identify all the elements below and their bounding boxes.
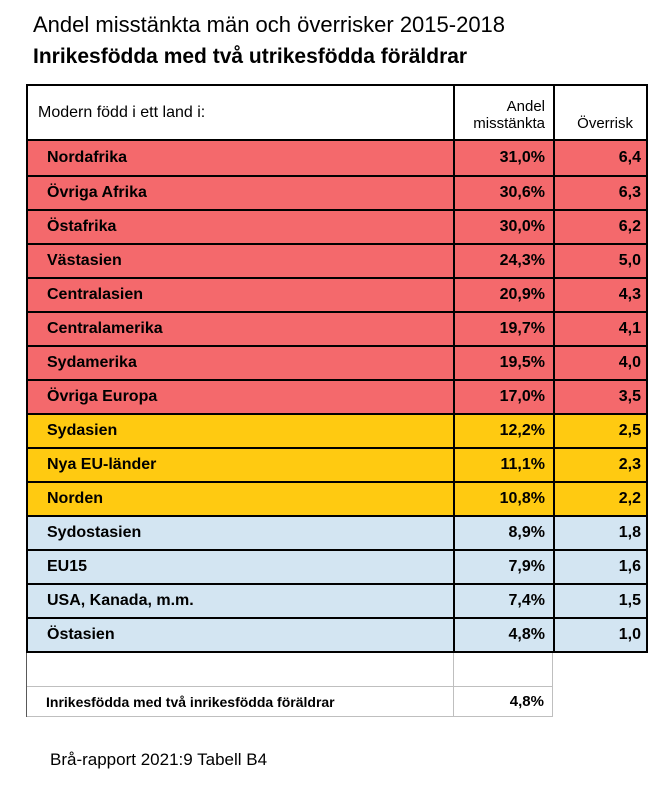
column-header-overrisk: Överrisk (553, 86, 646, 139)
table-row: Norden 10,8% 2,2 (28, 481, 646, 515)
overrisk-value: 2,3 (553, 449, 646, 481)
comparison-row: Inrikesfödda med två inrikesfödda föräld… (27, 687, 553, 717)
region-label: Norden (47, 490, 103, 507)
share-value: 7,9% (453, 551, 553, 583)
region-label: USA, Kanada, m.m. (47, 592, 194, 609)
source-note: Brå-rapport 2021:9 Tabell B4 (50, 750, 268, 769)
share-value: 24,3% (453, 245, 553, 277)
overrisk-value: 4,3 (553, 279, 646, 311)
page-title: Andel misstänkta män och överrisker 2015… (33, 12, 506, 37)
region-label: Sydasien (47, 422, 118, 439)
table-annex: Inrikesfödda med två inrikesfödda föräld… (26, 653, 553, 717)
region-label: Övriga Afrika (47, 184, 147, 201)
data-table: Modern född i ett land i: Andel misstänk… (26, 84, 648, 653)
table-row: Västasien 24,3% 5,0 (28, 243, 646, 277)
table-row: Övriga Europa 17,0% 3,5 (28, 379, 646, 413)
table-area: Modern född i ett land i: Andel misstänk… (26, 84, 648, 770)
region-label: Övriga Europa (47, 388, 158, 405)
share-value: 8,9% (453, 517, 553, 549)
overrisk-value: 4,0 (553, 347, 646, 379)
overrisk-value: 1,6 (553, 551, 646, 583)
share-value: 10,8% (453, 483, 553, 515)
table-row: Sydasien 12,2% 2,5 (28, 413, 646, 447)
region-label: Nordafrika (47, 149, 128, 166)
table-row: Sydamerika 19,5% 4,0 (28, 345, 646, 379)
table-row: Östafrika 30,0% 6,2 (28, 209, 646, 243)
overrisk-value: 5,0 (553, 245, 646, 277)
region-label: Sydamerika (47, 354, 137, 371)
region-label: EU15 (47, 558, 88, 575)
table-row: Centralasien 20,9% 4,3 (28, 277, 646, 311)
overrisk-value: 6,4 (553, 141, 646, 175)
share-value: 19,7% (453, 313, 553, 345)
region-label: Centralasien (47, 286, 144, 303)
table-row: Nordafrika 31,0% 6,4 (28, 141, 646, 175)
overrisk-value: 4,1 (553, 313, 646, 345)
page-subtitle: Inrikesfödda med två utrikesfödda föräld… (33, 45, 468, 68)
share-value: 20,9% (453, 279, 553, 311)
column-header-region: Modern född i ett land i: (38, 103, 206, 121)
overrisk-value: 1,5 (553, 585, 646, 617)
overrisk-value: 1,0 (553, 619, 646, 651)
share-value: 11,1% (453, 449, 553, 481)
table-row: Centralamerika 19,7% 4,1 (28, 311, 646, 345)
region-label: Nya EU-länder (47, 456, 157, 473)
region-label: Centralamerika (47, 320, 163, 337)
region-label: Västasien (47, 252, 122, 269)
table-row: Östasien 4,8% 1,0 (28, 617, 646, 651)
share-value: 12,2% (453, 415, 553, 447)
overrisk-value: 6,3 (553, 177, 646, 209)
empty-cell (27, 653, 453, 686)
overrisk-value: 1,8 (553, 517, 646, 549)
empty-cell (453, 653, 553, 686)
table-row: EU15 7,9% 1,6 (28, 549, 646, 583)
table-row: Övriga Afrika 30,6% 6,3 (28, 175, 646, 209)
table-row: USA, Kanada, m.m. 7,4% 1,5 (28, 583, 646, 617)
column-header-share: Andel misstänkta (453, 86, 553, 139)
overrisk-value: 2,5 (553, 415, 646, 447)
region-label: Östasien (47, 626, 115, 643)
share-value: 4,8% (453, 619, 553, 651)
overrisk-value: 6,2 (553, 211, 646, 243)
share-value: 31,0% (453, 141, 553, 175)
comparison-share-value: 4,8% (453, 687, 553, 716)
overrisk-value: 3,5 (553, 381, 646, 413)
share-value: 17,0% (453, 381, 553, 413)
empty-row (27, 653, 553, 687)
region-label: Sydostasien (47, 524, 142, 541)
overrisk-value: 2,2 (553, 483, 646, 515)
share-value: 7,4% (453, 585, 553, 617)
share-value: 19,5% (453, 347, 553, 379)
region-label: Östafrika (47, 218, 117, 235)
comparison-label: Inrikesfödda med två inrikesfödda föräld… (46, 693, 335, 710)
table-row: Sydostasien 8,9% 1,8 (28, 515, 646, 549)
table-row: Nya EU-länder 11,1% 2,3 (28, 447, 646, 481)
share-value: 30,0% (453, 211, 553, 243)
share-value: 30,6% (453, 177, 553, 209)
table-header-row: Modern född i ett land i: Andel misstänk… (28, 86, 646, 141)
